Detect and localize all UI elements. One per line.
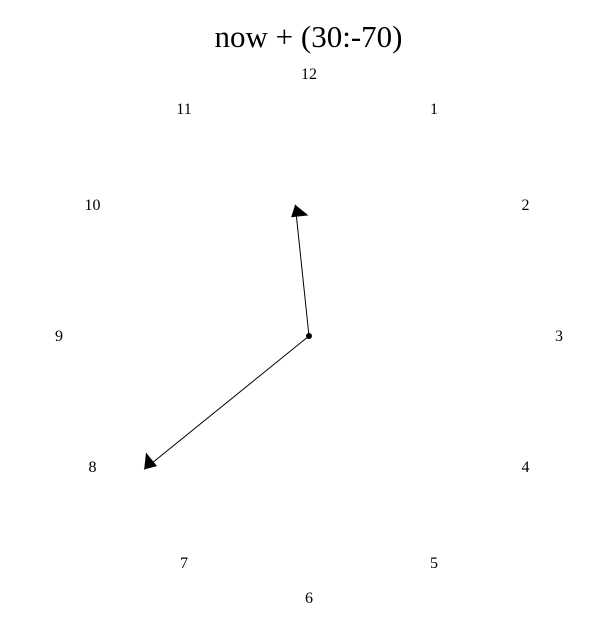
hour-hand: [291, 204, 310, 337]
hour-label-4: 4: [522, 459, 530, 476]
hour-label-9: 9: [55, 328, 63, 345]
minute-hand-shaft: [143, 335, 310, 470]
hour-hand-shaft: [294, 204, 310, 337]
hour-label-11: 11: [176, 101, 191, 118]
hour-label-2: 2: [522, 197, 530, 214]
minute-hand-arrowhead: [144, 452, 157, 470]
clock-hands: [143, 204, 312, 470]
hour-label-1: 1: [430, 101, 438, 118]
hour-label-7: 7: [180, 555, 188, 572]
hour-label-3: 3: [555, 328, 563, 345]
hour-label-10: 10: [85, 197, 101, 214]
hour-label-8: 8: [89, 459, 97, 476]
center-pivot: [306, 333, 312, 339]
minute-hand: [143, 335, 310, 470]
hour-hand-arrowhead: [291, 204, 309, 218]
hour-label-12: 12: [301, 66, 317, 83]
hour-label-6: 6: [305, 590, 313, 607]
diagram-title: now + (30:-70): [214, 19, 403, 54]
hour-label-5: 5: [430, 555, 438, 572]
